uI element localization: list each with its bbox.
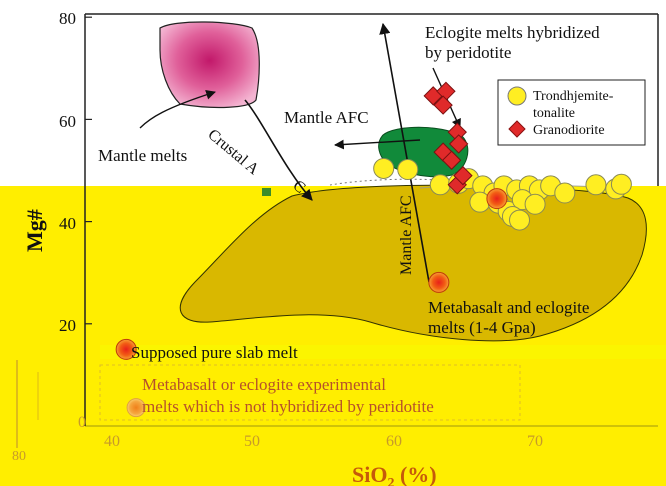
- y-tick-20: 20: [59, 316, 76, 335]
- granodiorite-point: [453, 165, 473, 186]
- legend-gd-marker: [508, 120, 526, 138]
- x-axis-label-main: SiO: [352, 462, 387, 486]
- highlighted-points: [115, 188, 508, 418]
- highlighted-point: [428, 271, 450, 293]
- trondhjemite-tonalite-point: [585, 174, 607, 196]
- experimental-label-2: melts which is not hybridized by peridot…: [142, 397, 434, 416]
- small-green-marker: [262, 188, 271, 196]
- x-axis-label: SiO2 (%): [352, 462, 437, 486]
- granodiorite-point: [441, 150, 462, 170]
- eclogite-label-2: by peridotite: [425, 43, 511, 62]
- arrows: [139, 22, 461, 283]
- y-tick-40: 40: [59, 214, 76, 233]
- y-tick-0: 0: [78, 414, 86, 431]
- trondhjemite-tonalite-point: [373, 157, 395, 179]
- trondhjemite-tonalite-point: [509, 209, 531, 231]
- y-axis-label: Mg#: [22, 209, 47, 252]
- plot-frame-bottom: [84, 186, 658, 427]
- crustal-afc-label-1: Crustal A: [204, 126, 262, 178]
- experimental-label-box: [99, 364, 521, 421]
- highlighted-point: [126, 398, 146, 418]
- y-tick-80: 80: [59, 9, 76, 28]
- x-tick-70: 70: [527, 433, 543, 450]
- trondhjemite-tonalite-point: [554, 182, 576, 204]
- x-tick-50: 50: [244, 433, 260, 450]
- experimental-label-1: Metabasalt or eclogite experimental: [142, 375, 386, 394]
- slab-melt-label: Suppoѕed pure slab melt: [131, 343, 298, 362]
- trondhjemite-tonalite-point: [610, 173, 632, 195]
- y-tick-60: 60: [59, 112, 76, 131]
- left-edge-fragment: 80: [12, 449, 26, 464]
- trondhjemite-tonalite-point: [524, 193, 546, 215]
- trondhjemite-tonalite-point: [469, 191, 491, 213]
- eclogite-label-1: Eclogite melts hybridized: [425, 23, 600, 42]
- plot-frame-top: [84, 13, 659, 186]
- legend-tt-label-1: Trondhjemite-: [533, 89, 614, 104]
- granodiorite-point: [448, 134, 469, 154]
- dotted-field-boundary: [329, 178, 441, 186]
- axis-ticks: [85, 16, 92, 325]
- highlighted-point: [115, 338, 137, 360]
- metabasalt-label-2: melts (1-4 Gpa): [428, 318, 536, 337]
- trondhjemite-tonalite-point: [429, 174, 451, 196]
- legend-tt-label-2: tonalite: [533, 106, 575, 121]
- x-axis-label-tail: (%): [394, 462, 436, 486]
- slab-label-strip: [100, 345, 666, 359]
- mantle-melts-field: [159, 21, 260, 109]
- legend: Trondhjemite- tonalite Granodiorite: [497, 79, 646, 146]
- x-tick-40: 40: [104, 433, 120, 450]
- metabasalt-label-1: Metabasalt and eclogite: [428, 298, 589, 317]
- granodiorite-points: [423, 81, 473, 195]
- legend-gd-label: Granodiorite: [533, 123, 605, 138]
- mantle-melts-label: Mantle melts: [98, 146, 187, 165]
- legend-tt-marker: [507, 86, 527, 106]
- granodiorite-point: [433, 95, 453, 115]
- mantle-afc-vertical-label: Mantle AFC: [398, 195, 415, 275]
- x-tick-60: 60: [386, 433, 402, 450]
- x-axis-label-sub: 2: [387, 476, 394, 486]
- trondhjemite-tonalite-point: [397, 158, 419, 180]
- mantle-afc-horizontal-label: Mantle AFC: [284, 108, 369, 127]
- highlighted-point: [486, 188, 508, 210]
